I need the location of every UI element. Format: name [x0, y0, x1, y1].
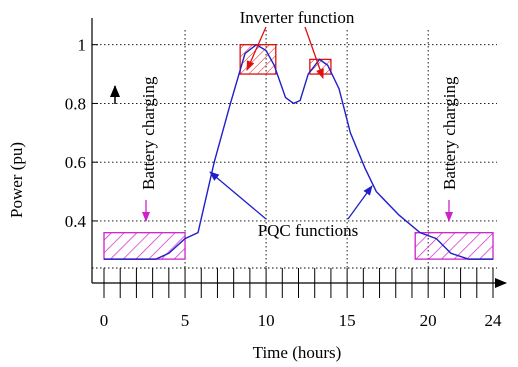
- x-tick-label: 15: [339, 311, 356, 330]
- y-tick-label: 0.6: [65, 153, 86, 172]
- y-tick-label: 0.8: [65, 94, 86, 113]
- x-tick-label: 20: [420, 311, 437, 330]
- series-line-0: [104, 43, 493, 260]
- annotations: Inverter function PQC functions Battery …: [110, 8, 459, 240]
- pqc-arrow-right: [347, 185, 373, 220]
- x-axis-title: Time (hours): [253, 343, 342, 362]
- shaded-regions: [103, 44, 494, 260]
- x-tick-label: 24: [485, 311, 503, 330]
- gridlines: [92, 30, 497, 269]
- inverter-region: [239, 44, 277, 75]
- x-tick-label: 0: [100, 311, 109, 330]
- ticks: 0.40.60.810 5 10 15 20 24: [65, 36, 502, 330]
- series-layer: [104, 43, 493, 260]
- y-tick-label: 0.4: [65, 212, 87, 231]
- pqc-functions-label: PQC functions: [258, 221, 359, 240]
- battery-region: [103, 232, 186, 260]
- battery-region: [414, 232, 494, 260]
- inverter-arrow-right: [304, 26, 324, 79]
- x-tick-label: 5: [181, 311, 190, 330]
- x-tick-label: 10: [258, 311, 275, 330]
- y-tick-label: 1: [78, 36, 87, 55]
- inverter-arrow-left: [246, 26, 267, 71]
- battery-charging-label-left: Battery charging: [139, 76, 158, 190]
- y-axis-title: Power (pu): [7, 142, 26, 218]
- inverter-function-label: Inverter function: [240, 8, 355, 27]
- battery-charging-label-right: Battery charging: [440, 76, 459, 190]
- pqc-arrow-left: [209, 171, 267, 220]
